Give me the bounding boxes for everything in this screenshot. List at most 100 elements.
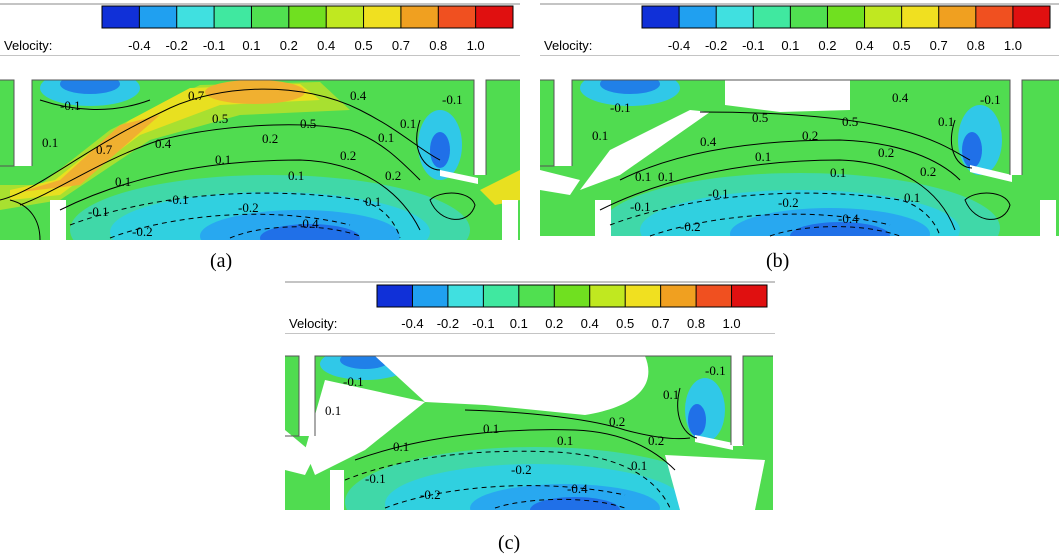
contour-label: -0.1 xyxy=(343,374,364,389)
contour-label: 0.1 xyxy=(365,194,381,209)
colorbar-tick-label: -0.4 xyxy=(667,38,691,53)
colorbar-swatch xyxy=(400,6,439,28)
contour-label: -0.2 xyxy=(778,195,799,210)
colorbar-swatch xyxy=(447,285,484,307)
contour-label: -0.2 xyxy=(132,224,153,239)
colorbar-title: Velocity: xyxy=(544,38,593,53)
colorbar-swatch xyxy=(554,285,591,307)
colorbar-tick-label: -0.2 xyxy=(704,38,728,53)
contour-label: 0.1 xyxy=(904,190,920,205)
colorbar-tick-label: -0.2 xyxy=(436,316,460,331)
contour-label: 0.1 xyxy=(663,387,679,402)
contour-label: -0.4 xyxy=(567,481,588,496)
colorbar-frame xyxy=(101,5,514,29)
contour-label: -0.2 xyxy=(238,200,259,215)
colorbar-tick-label: 0.1 xyxy=(781,38,800,53)
panel-b: -0.1 0.1 0.5 0.4 0.4 0.5 0.2 0.2 0.1 0.1… xyxy=(540,0,1059,280)
contour-label: -0.4 xyxy=(838,211,859,226)
colorbar-swatch xyxy=(176,6,215,28)
colorbar-title: Velocity: xyxy=(289,316,338,331)
contour-label: 0.1 xyxy=(631,458,647,473)
colorbar-swatch xyxy=(864,6,903,28)
colorbar-swatch xyxy=(475,6,514,28)
colorbar-swatch xyxy=(790,6,828,28)
colorbar-tick-label: 0.1 xyxy=(242,38,261,53)
colorbar-swatch xyxy=(642,6,680,28)
contour-label: 0.1 xyxy=(635,169,651,184)
contour-label: 0.1 xyxy=(755,149,771,164)
contour-label: 0.2 xyxy=(648,433,664,448)
contour-label: 0.4 xyxy=(700,134,717,149)
colorbar-swatch xyxy=(589,285,626,307)
contour-label: 0.4 xyxy=(155,136,172,151)
colorbar-swatch xyxy=(326,6,365,28)
colorbar-tick-label: 0.8 xyxy=(966,38,985,53)
contour-label: 0.7 xyxy=(96,142,113,157)
contour-label: -0.2 xyxy=(680,219,701,234)
velocity-field-a xyxy=(0,56,525,280)
colorbar-tick-label: -0.1 xyxy=(472,316,495,331)
contour-label: 0.2 xyxy=(920,164,936,179)
velocity-field-c xyxy=(285,334,775,557)
panel-c-graphic: -0.1 0.1 0.1 0.1 0.1 0.2 0.1 -0.1 -0.2 -… xyxy=(285,281,775,557)
contour-label: 0.2 xyxy=(385,168,401,183)
colorbar-tick-label: 1.0 xyxy=(722,316,741,331)
panel-a: -0.1 0.1 0.7 0.7 0.5 0.4 0.4 0.5 0.2 0.2… xyxy=(0,0,525,280)
colorbar-tick-label: 0.4 xyxy=(317,38,336,53)
caption-c: (c) xyxy=(498,532,521,554)
colorbar-b xyxy=(540,3,1059,57)
colorbar-swatch xyxy=(251,6,290,28)
colorbar-tick-label: 0.8 xyxy=(429,38,448,53)
contour-label: 0.1 xyxy=(115,174,131,189)
contour-labels-b: -0.1 0.1 0.5 0.4 0.4 0.5 0.2 0.2 0.1 0.1… xyxy=(592,90,1001,234)
colorbar-tick-label: 0.5 xyxy=(892,38,911,53)
contour-label: 0.2 xyxy=(802,128,818,143)
colorbar-tick-label: -0.4 xyxy=(128,38,151,53)
colorbar-tick-label: 0.7 xyxy=(651,316,670,331)
colorbar-a xyxy=(0,3,520,57)
contour-label: -0.1 xyxy=(980,92,1001,107)
contour-label: 0.7 xyxy=(188,88,205,103)
colorbar-tick-label: 0.2 xyxy=(545,316,564,331)
colorbar-swatch xyxy=(938,6,977,28)
colorbar-swatch xyxy=(901,6,940,28)
contour-label: -0.1 xyxy=(610,100,631,115)
colorbar-tick-label: 0.4 xyxy=(580,316,599,331)
contour-label: 0.1 xyxy=(592,128,608,143)
contour-label: -0.1 xyxy=(60,98,81,113)
contour-label: 0.4 xyxy=(892,90,909,105)
colorbar-swatch xyxy=(438,6,477,28)
colorbar-tick-label: 1.0 xyxy=(1003,38,1022,53)
colorbar-swatch xyxy=(975,6,1014,28)
colorbar-frame xyxy=(376,284,768,308)
colorbar-tick-label: 0.4 xyxy=(855,38,874,53)
contour-label: -0.1 xyxy=(708,186,729,201)
contour-label: 0.2 xyxy=(340,148,356,163)
panel-b-graphic: -0.1 0.1 0.5 0.4 0.4 0.5 0.2 0.2 0.1 0.1… xyxy=(540,3,1059,280)
contour-label: -0.1 xyxy=(705,363,726,378)
contour-label: 0.5 xyxy=(300,116,316,131)
contour-label: 0.1 xyxy=(42,135,58,150)
contour-label: 0.1 xyxy=(938,114,954,129)
colorbar-tick-label: 1.0 xyxy=(466,38,485,53)
colorbar-swatch xyxy=(139,6,178,28)
velocity-field-b xyxy=(540,56,1059,280)
colorbar-tick-label: -0.1 xyxy=(742,38,765,53)
colorbar-tick-label: 0.2 xyxy=(279,38,298,53)
contour-label: 0.2 xyxy=(878,145,894,160)
colorbar-swatch xyxy=(679,6,717,28)
colorbar-tick-label: -0.4 xyxy=(401,316,424,331)
caption-a: (a) xyxy=(210,250,233,272)
colorbar-swatch xyxy=(483,285,520,307)
colorbar-tick-label: 0.8 xyxy=(687,316,706,331)
contour-label: -0.1 xyxy=(88,204,109,219)
contour-label: 0.5 xyxy=(212,111,228,126)
colorbar-frame xyxy=(641,5,1051,29)
contour-label: 0.1 xyxy=(288,168,304,183)
panel-c: -0.1 0.1 0.1 0.1 0.1 0.2 0.1 -0.1 -0.2 -… xyxy=(285,280,775,557)
contour-label: 0.1 xyxy=(215,152,231,167)
panel-a-graphic: -0.1 0.1 0.7 0.7 0.5 0.4 0.4 0.5 0.2 0.2… xyxy=(0,3,525,280)
colorbar-swatch xyxy=(731,285,768,307)
contour-label: 0.2 xyxy=(609,414,625,429)
contour-label: 0.1 xyxy=(557,433,573,448)
